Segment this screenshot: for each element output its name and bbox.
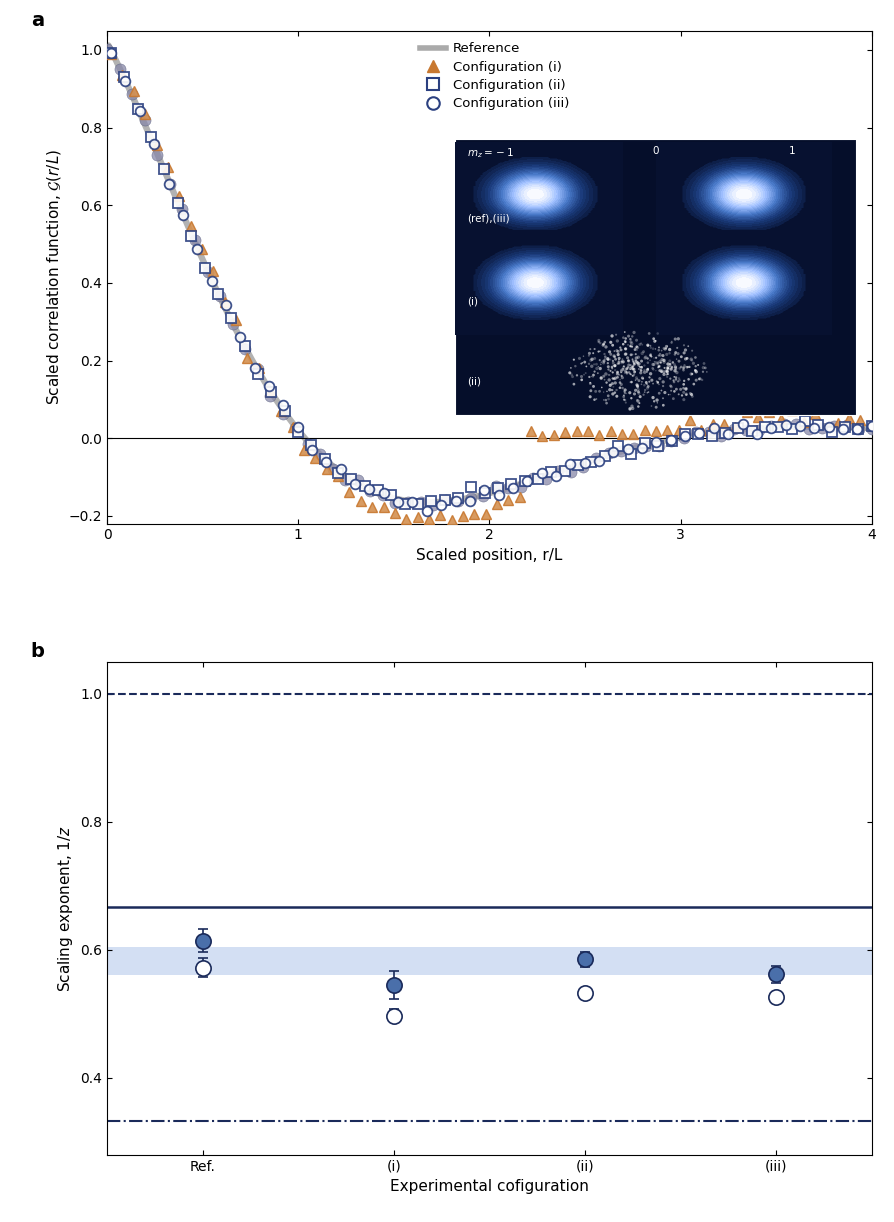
Y-axis label: Scaled correlation function, $\mathcal{G}(r/L)$: Scaled correlation function, $\mathcal{G… — [46, 149, 63, 406]
X-axis label: Scaled position, r/L: Scaled position, r/L — [417, 547, 562, 563]
Legend: Reference, Configuration (i), Configuration (ii), Configuration (iii): Reference, Configuration (i), Configurat… — [415, 37, 575, 116]
Y-axis label: Scaling exponent, $1/z$: Scaling exponent, $1/z$ — [55, 825, 75, 992]
X-axis label: Experimental cofiguration: Experimental cofiguration — [390, 1179, 589, 1194]
Bar — [107, 947, 872, 975]
Text: b: b — [30, 642, 45, 661]
Text: a: a — [30, 11, 44, 29]
